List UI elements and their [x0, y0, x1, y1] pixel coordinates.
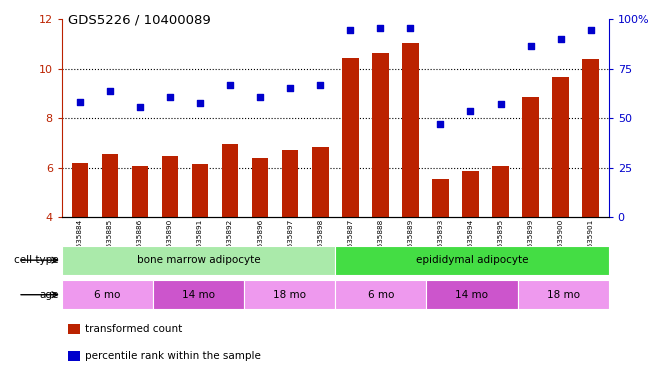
Point	[405, 25, 415, 31]
Text: age: age	[39, 290, 59, 300]
Point	[255, 94, 266, 100]
Point	[195, 100, 205, 106]
Bar	[312, 147, 329, 316]
Point	[75, 99, 85, 105]
Bar	[252, 158, 268, 316]
Bar	[335, 246, 609, 275]
Point	[315, 82, 326, 88]
Bar	[426, 280, 518, 309]
Bar	[492, 166, 509, 316]
Point	[495, 101, 506, 108]
Bar	[432, 179, 449, 316]
Bar	[522, 97, 539, 316]
Bar	[62, 246, 335, 275]
Text: bone marrow adipocyte: bone marrow adipocyte	[137, 255, 260, 265]
Text: 18 mo: 18 mo	[273, 290, 306, 300]
Bar	[161, 156, 178, 316]
Bar	[222, 144, 238, 316]
Bar	[342, 58, 359, 316]
Bar	[402, 43, 419, 316]
Text: GDS5226 / 10400089: GDS5226 / 10400089	[68, 13, 211, 26]
Text: percentile rank within the sample: percentile rank within the sample	[85, 351, 261, 361]
Bar	[583, 59, 599, 316]
Bar	[462, 171, 478, 316]
Bar	[244, 280, 335, 309]
Text: 14 mo: 14 mo	[182, 290, 215, 300]
Text: 18 mo: 18 mo	[547, 290, 579, 300]
Bar	[335, 280, 426, 309]
Point	[375, 25, 385, 31]
Bar	[372, 53, 389, 316]
Bar	[62, 280, 153, 309]
Text: 14 mo: 14 mo	[456, 290, 488, 300]
Text: 6 mo: 6 mo	[368, 290, 394, 300]
Bar	[192, 164, 208, 316]
Point	[585, 27, 596, 33]
Bar	[72, 162, 88, 316]
Bar	[552, 77, 569, 316]
Point	[165, 94, 175, 100]
Bar	[282, 150, 298, 316]
Bar	[518, 280, 609, 309]
Point	[225, 82, 235, 88]
Point	[345, 27, 355, 33]
Point	[465, 108, 476, 114]
Text: epididymal adipocyte: epididymal adipocyte	[416, 255, 528, 265]
Point	[105, 88, 115, 94]
Text: 6 mo: 6 mo	[94, 290, 120, 300]
Point	[555, 36, 566, 42]
Point	[285, 85, 296, 91]
Bar	[132, 166, 148, 316]
Point	[436, 121, 446, 127]
Point	[135, 104, 145, 110]
Bar	[102, 154, 118, 316]
Bar	[153, 280, 244, 309]
Point	[525, 43, 536, 50]
Text: cell type: cell type	[14, 255, 59, 265]
Text: transformed count: transformed count	[85, 324, 182, 334]
